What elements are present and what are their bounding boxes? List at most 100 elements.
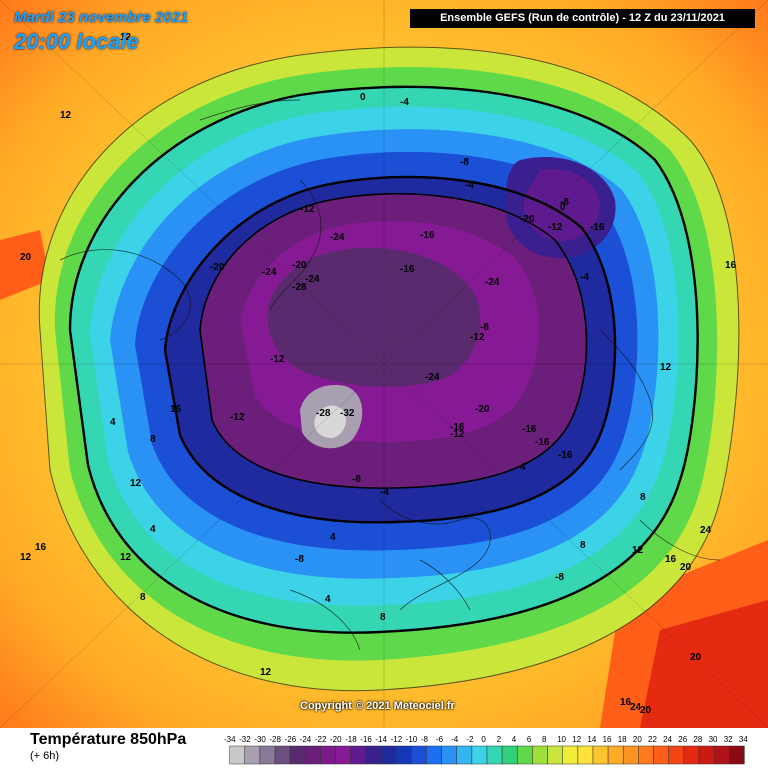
legend-subtitle: (+ 6h): [30, 750, 60, 762]
isotherm-value-label: -16: [400, 264, 415, 275]
isotherm-value-label: 20: [680, 562, 692, 573]
isotherm-value-label: 24: [700, 525, 712, 536]
isotherm-value-label: -12: [470, 332, 485, 343]
legend-color-swatch: [350, 745, 367, 765]
isotherm-value-label: 24: [630, 702, 642, 713]
isotherm-value-label: -8: [460, 157, 469, 168]
isotherm-value-label: 12: [632, 545, 644, 556]
legend-tick-label: -14: [375, 735, 387, 744]
isotherm-value-label: -16: [420, 230, 435, 241]
temperature-color-scale: -34 -32 -30 -28 -26 -24 -22 -20 -18 -16 -14 -12 -10-…: [224, 735, 748, 765]
legend-tick-label: -4: [451, 735, 459, 744]
legend-tick-label: -34: [224, 735, 236, 744]
legend-color-swatch: [244, 745, 261, 765]
legend-tick-label: 22: [648, 735, 657, 744]
isotherm-value-label: -8: [480, 322, 489, 333]
legend-color-swatch: [698, 745, 715, 765]
isotherm-value-label: -8: [295, 554, 304, 565]
legend-color-swatch: [471, 745, 488, 765]
isotherm-value-label: 8: [580, 540, 586, 551]
isotherm-value-label: -24: [485, 277, 500, 288]
isotherm-value-label: -28: [316, 408, 331, 419]
isotherm-value-label: -8: [555, 572, 564, 583]
isotherm-value-label: 12: [260, 667, 272, 678]
legend-color-swatch: [456, 745, 473, 765]
legend-color-swatch: [729, 745, 745, 765]
isotherm-value-label: 20: [640, 705, 652, 716]
isotherm-value-label: -12: [300, 204, 315, 215]
legend-tick-label: -26: [285, 735, 297, 744]
legend-color-swatch: [638, 745, 654, 765]
legend-color-swatch: [532, 745, 548, 765]
isotherm-value-label: 16: [620, 697, 632, 708]
isotherm-value-label: -12: [270, 354, 285, 365]
isotherm-value-label: -12: [450, 429, 465, 440]
isotherm-value-label: 20: [690, 652, 702, 663]
forecast-date: Mardi 23 novembre 2021: [14, 9, 189, 26]
legend-tick-label: 4: [512, 735, 517, 744]
isotherm-value-label: -16: [450, 422, 465, 433]
legend-tick-label: -10: [406, 735, 418, 744]
legend-tick-label: -22: [315, 735, 327, 744]
legend-tick-label: 32: [724, 735, 733, 744]
legend-tick-label: 26: [678, 735, 687, 744]
color-legend: Température 850hPa (+ 6h) -34 -32 -30 -28 -2…: [0, 728, 768, 768]
isotherm-value-label: -32: [340, 408, 355, 419]
legend-color-swatch: [305, 745, 321, 765]
legend-tick-label: -20: [330, 735, 342, 744]
legend-tick-label: -28: [269, 735, 281, 744]
isotherm-value-label: 4: [520, 462, 526, 473]
legend-tick-label: 12: [572, 735, 581, 744]
copyright-text: Copyright © 2021 Meteociel.fr: [300, 700, 455, 712]
legend-color-swatch: [441, 745, 457, 765]
isotherm-value-label: 8: [380, 612, 386, 623]
isotherm-value-label: -20: [210, 262, 225, 273]
isotherm-value-label: -4: [580, 272, 589, 283]
legend-title: Température 850hPa: [30, 731, 187, 748]
forecast-time: 20:00 locale: [14, 29, 139, 54]
legend-color-swatch: [668, 745, 685, 765]
legend-tick-label: -12: [391, 735, 403, 744]
isotherm-value-label: 0: [360, 92, 366, 103]
legend-color-swatch: [517, 745, 533, 765]
legend-tick-label: 30: [709, 735, 718, 744]
legend-tick-label: -16: [360, 735, 372, 744]
legend-color-swatch: [562, 745, 579, 765]
isotherm-value-label: 12: [130, 478, 142, 489]
legend-color-swatch: [289, 745, 306, 765]
isotherm-value-label: -12: [230, 412, 245, 423]
isotherm-value-label: 12: [20, 552, 32, 563]
legend-tick-label: 6: [527, 735, 532, 744]
legend-tick-label: 24: [663, 735, 672, 744]
isotherm-value-label: -28: [292, 282, 307, 293]
legend-tick-label: 14: [587, 735, 596, 744]
isotherm-value-label: 8: [150, 434, 156, 445]
isotherm-value-label: -12: [548, 222, 563, 233]
isotherm-value-label: 4: [150, 524, 156, 535]
legend-color-swatch: [259, 745, 276, 765]
legend-color-swatch: [501, 745, 518, 765]
isotherm-value-label: -16: [522, 424, 537, 435]
legend-tick-label: 34: [739, 735, 748, 744]
isotherm-value-label: -8: [560, 197, 569, 208]
legend-color-swatch: [683, 745, 700, 765]
legend-tick-label: -8: [421, 735, 429, 744]
isotherm-value-label: -4: [400, 97, 409, 108]
legend-color-swatch: [411, 745, 427, 765]
isotherm-value-label: -16: [590, 222, 605, 233]
legend-color-swatch: [547, 745, 563, 765]
legend-color-swatch: [713, 745, 730, 765]
legend-color-swatch: [653, 745, 669, 765]
isotherm-value-label: 0: [560, 202, 566, 213]
legend-color-swatch: [365, 745, 382, 765]
isotherm-value-label: 16: [170, 404, 182, 415]
legend-color-swatch: [426, 745, 442, 765]
legend-tick-label: 20: [633, 735, 642, 744]
isotherm-value-label: -20: [520, 214, 535, 225]
legend-color-swatch: [623, 745, 639, 765]
isotherm-value-label: -24: [425, 372, 440, 383]
isotherm-value-label: 16: [725, 260, 737, 271]
isotherm-value-label: -24: [305, 274, 320, 285]
isotherm-value-label: 16: [35, 542, 47, 553]
